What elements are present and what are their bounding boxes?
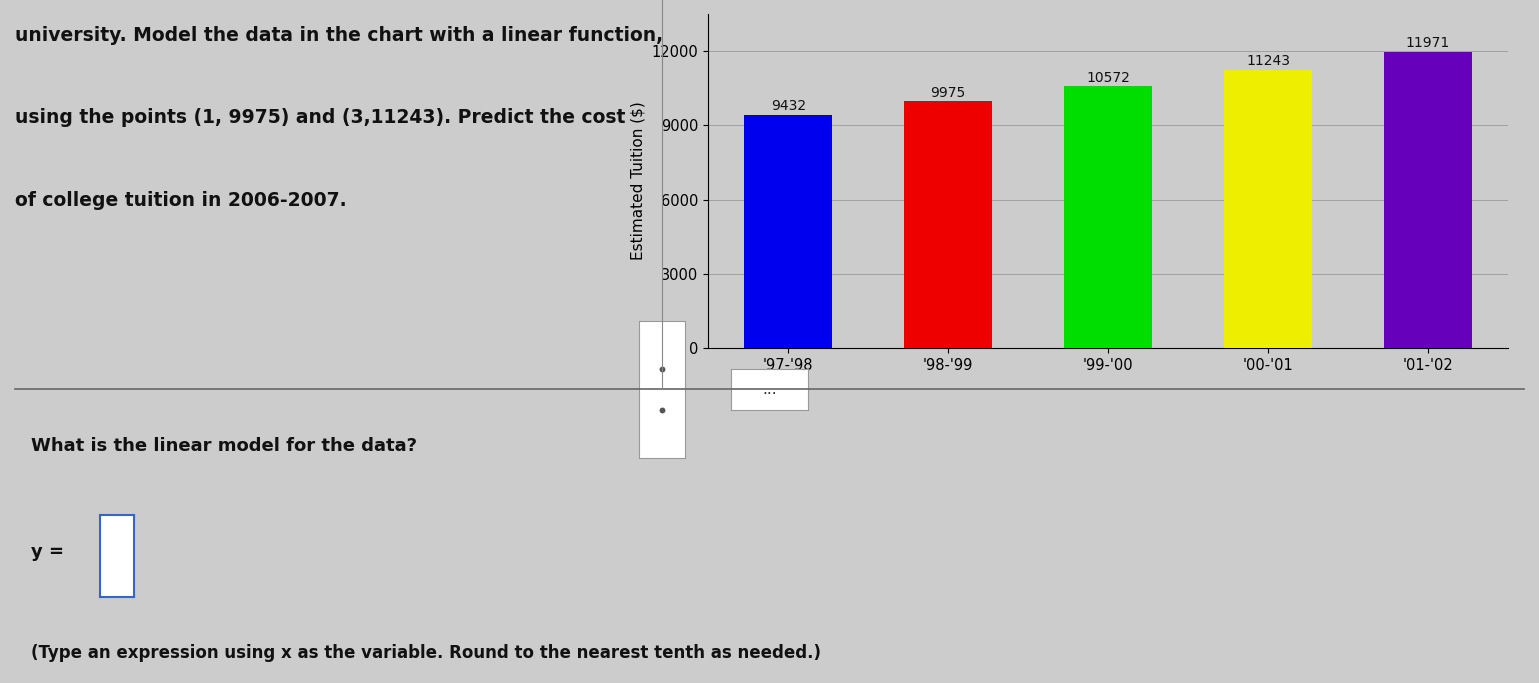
Text: 11971: 11971 [1405, 36, 1450, 50]
Text: 9975: 9975 [931, 85, 966, 100]
Bar [905, 101, 993, 348]
Text: (Type an expression using x as the variable. Round to the nearest tenth as neede: (Type an expression using x as the varia… [31, 644, 820, 662]
Text: of college tuition in 2006-2007.: of college tuition in 2006-2007. [15, 191, 346, 210]
Bar [1063, 86, 1153, 348]
Text: using the points (1, 9975) and (3,11243). Predict the cost: using the points (1, 9975) and (3,11243)… [15, 108, 626, 127]
Bar [745, 115, 833, 348]
Text: y =: y = [31, 543, 63, 561]
Text: What is the linear model for the data?: What is the linear model for the data? [31, 436, 417, 455]
Text: 11243: 11243 [1247, 54, 1290, 68]
Text: 9432: 9432 [771, 99, 806, 113]
Text: university. Model the data in the chart with a linear function,: university. Model the data in the chart … [15, 26, 663, 44]
Text: 10572: 10572 [1087, 71, 1130, 85]
Bar [1384, 51, 1471, 348]
Bar [1224, 70, 1311, 348]
Y-axis label: Estimated Tuition ($): Estimated Tuition ($) [631, 102, 646, 260]
Text: ...: ... [762, 382, 777, 397]
